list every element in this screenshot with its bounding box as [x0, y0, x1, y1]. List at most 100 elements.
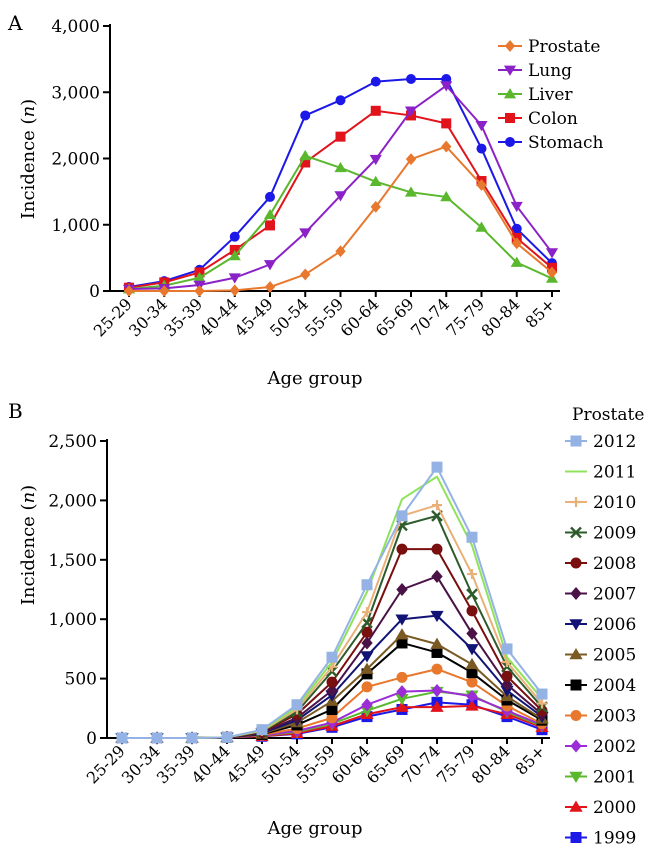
panel-b-data-point — [361, 626, 373, 638]
panel-a-legend-item: Prostate — [498, 37, 600, 57]
panel-a-data-point — [405, 153, 417, 166]
panel-b-x-tick-label: 40-44 — [188, 741, 234, 787]
panel-b-legend-label: 2000 — [593, 798, 636, 818]
panel-b-legend-marker — [569, 771, 583, 783]
panel-b-legend-item: 2005 — [565, 646, 636, 666]
panel-a-x-tick-label: 45-49 — [231, 294, 277, 340]
panel-a-x-tick-label: 30-34 — [125, 294, 171, 340]
panel-a-legend-item: Stomach — [498, 133, 603, 153]
panel-b-legend-marker — [570, 435, 582, 447]
panel-b-data-point — [361, 636, 373, 650]
panel-a-data-point — [369, 154, 382, 166]
panel-a-series-line — [128, 84, 553, 291]
panel-a-x-tick-label: 60-64 — [337, 294, 383, 340]
panel-b-x-tick-label: 45-49 — [223, 741, 269, 787]
panel-b-data-point — [466, 676, 478, 688]
panel-a-legend-item: Lung — [498, 61, 572, 81]
panel-a-x-tick-label: 85+ — [522, 294, 559, 331]
panel-a-data-point — [476, 143, 487, 154]
panel-b-data-point — [116, 732, 128, 744]
panel-a-data-point — [264, 281, 276, 293]
panel-a-data-point — [369, 175, 382, 187]
panel-b-data-point — [361, 698, 373, 712]
panel-a-y-axis-label: Incidence (n) — [18, 99, 39, 219]
panel-b-legend-label: 2002 — [593, 737, 636, 757]
panel-a-legend-label: Stomach — [528, 133, 603, 153]
panel-b-data-point — [536, 688, 548, 700]
panel-b-data-point — [326, 651, 338, 663]
panel-b-legend-item: 2006 — [565, 615, 636, 635]
panel-b-data-point — [431, 663, 443, 675]
panel-b-x-tick-label: 80-84 — [468, 741, 514, 787]
panel-b-legend-marker — [571, 497, 581, 507]
panel-b-legend-marker — [570, 557, 582, 569]
panel-a-legend-marker — [504, 40, 516, 52]
panel-a-x-tick-label: 75-79 — [442, 294, 488, 340]
panel-b-data-point — [466, 626, 478, 640]
panel-b-data-point — [431, 543, 443, 555]
panel-a-y-tick-label: 4,000 — [51, 17, 100, 37]
panel-b: B Incidence (n) Age group Prostate 0 500 1… — [8, 399, 644, 849]
panel-b-legend-title: Prostate — [572, 405, 644, 425]
panel-a-data-point — [335, 245, 346, 258]
panel-a-data-point — [229, 231, 240, 242]
panel-b-data-point — [326, 703, 338, 715]
panel-b-data-point — [396, 671, 408, 683]
panel-b-legend-marker — [570, 679, 582, 691]
panel-a-data-point — [335, 95, 346, 106]
panel-a-x-tick-label: 55-59 — [301, 294, 347, 340]
panel-a-data-point — [334, 191, 347, 202]
panel-b-data-point — [430, 610, 444, 623]
panel-b-data-point — [501, 678, 513, 692]
panel-a-x-tick-label: 35-39 — [160, 294, 206, 340]
panel-a: A Incidence (n) Age group 0 1,000 2,000 3,0… — [7, 11, 603, 389]
panel-b-legend-label: 2005 — [593, 646, 636, 666]
panel-a-data-point — [300, 110, 311, 121]
panel-b-series — [115, 461, 549, 745]
panel-a-legend-label: Liver — [528, 85, 573, 105]
panel-b-x-axis-label: Age group — [267, 818, 363, 839]
panel-a-legend-marker — [505, 137, 515, 147]
panel-a-y-tick-label: 0 — [89, 282, 100, 302]
panel-a-data-point — [228, 273, 241, 284]
panel-a-series-stomach — [124, 74, 557, 293]
panel-b-legend-label: 2009 — [593, 524, 636, 544]
panel-b-x-tick-label: 55-59 — [293, 741, 339, 787]
panel-b-x-tick-label: 75-79 — [433, 741, 479, 787]
panel-b-y-tick-label: 1,000 — [48, 610, 97, 630]
panel-a-x-tick-label: 50-54 — [266, 294, 312, 340]
panel-b-data-point — [466, 588, 478, 601]
panel-b-data-point — [467, 569, 477, 580]
panel-a-x-tick-label: 80-84 — [478, 294, 524, 340]
panel-b-data-point — [396, 685, 408, 699]
panel-b-data-point — [395, 614, 409, 626]
panel-b-data-point — [431, 569, 443, 583]
panel-b-y-tick-label: 1,500 — [48, 551, 97, 571]
panel-a-legend-marker — [503, 88, 517, 99]
panel-a-data-point — [510, 201, 523, 213]
panel-a-series-prostate — [123, 140, 558, 297]
panel-b-legend-label: 2004 — [593, 676, 636, 696]
panel-a-data-point — [370, 105, 381, 116]
panel-a-legend-label: Colon — [528, 109, 578, 129]
panel-b-legend-marker — [569, 800, 583, 812]
panel-a-series-liver — [122, 149, 559, 294]
panel-a-data-point — [334, 161, 347, 173]
panel-b-data-point — [465, 699, 479, 711]
panel-a-data-point — [263, 208, 277, 220]
panel-b-y-axis-label: Incidence (n) — [18, 485, 39, 605]
panel-a-data-point — [263, 260, 277, 271]
panel-a-data-point — [123, 285, 135, 297]
panel-a-data-point — [475, 221, 488, 232]
panel-b-legend-marker — [569, 648, 583, 660]
panel-b-data-point — [466, 605, 478, 617]
panel-b-legend-item: 2007 — [565, 585, 636, 605]
panel-b-legend-label: 2012 — [593, 432, 636, 452]
panel-b-y-tick-label: 2,000 — [48, 491, 97, 511]
panel-b-data-point — [466, 689, 478, 703]
panel-a-series — [122, 74, 559, 297]
panel-b-x-tick-label: 60-64 — [328, 741, 374, 787]
panel-b-legend-marker — [570, 832, 582, 843]
panel-a-data-point — [510, 256, 523, 267]
